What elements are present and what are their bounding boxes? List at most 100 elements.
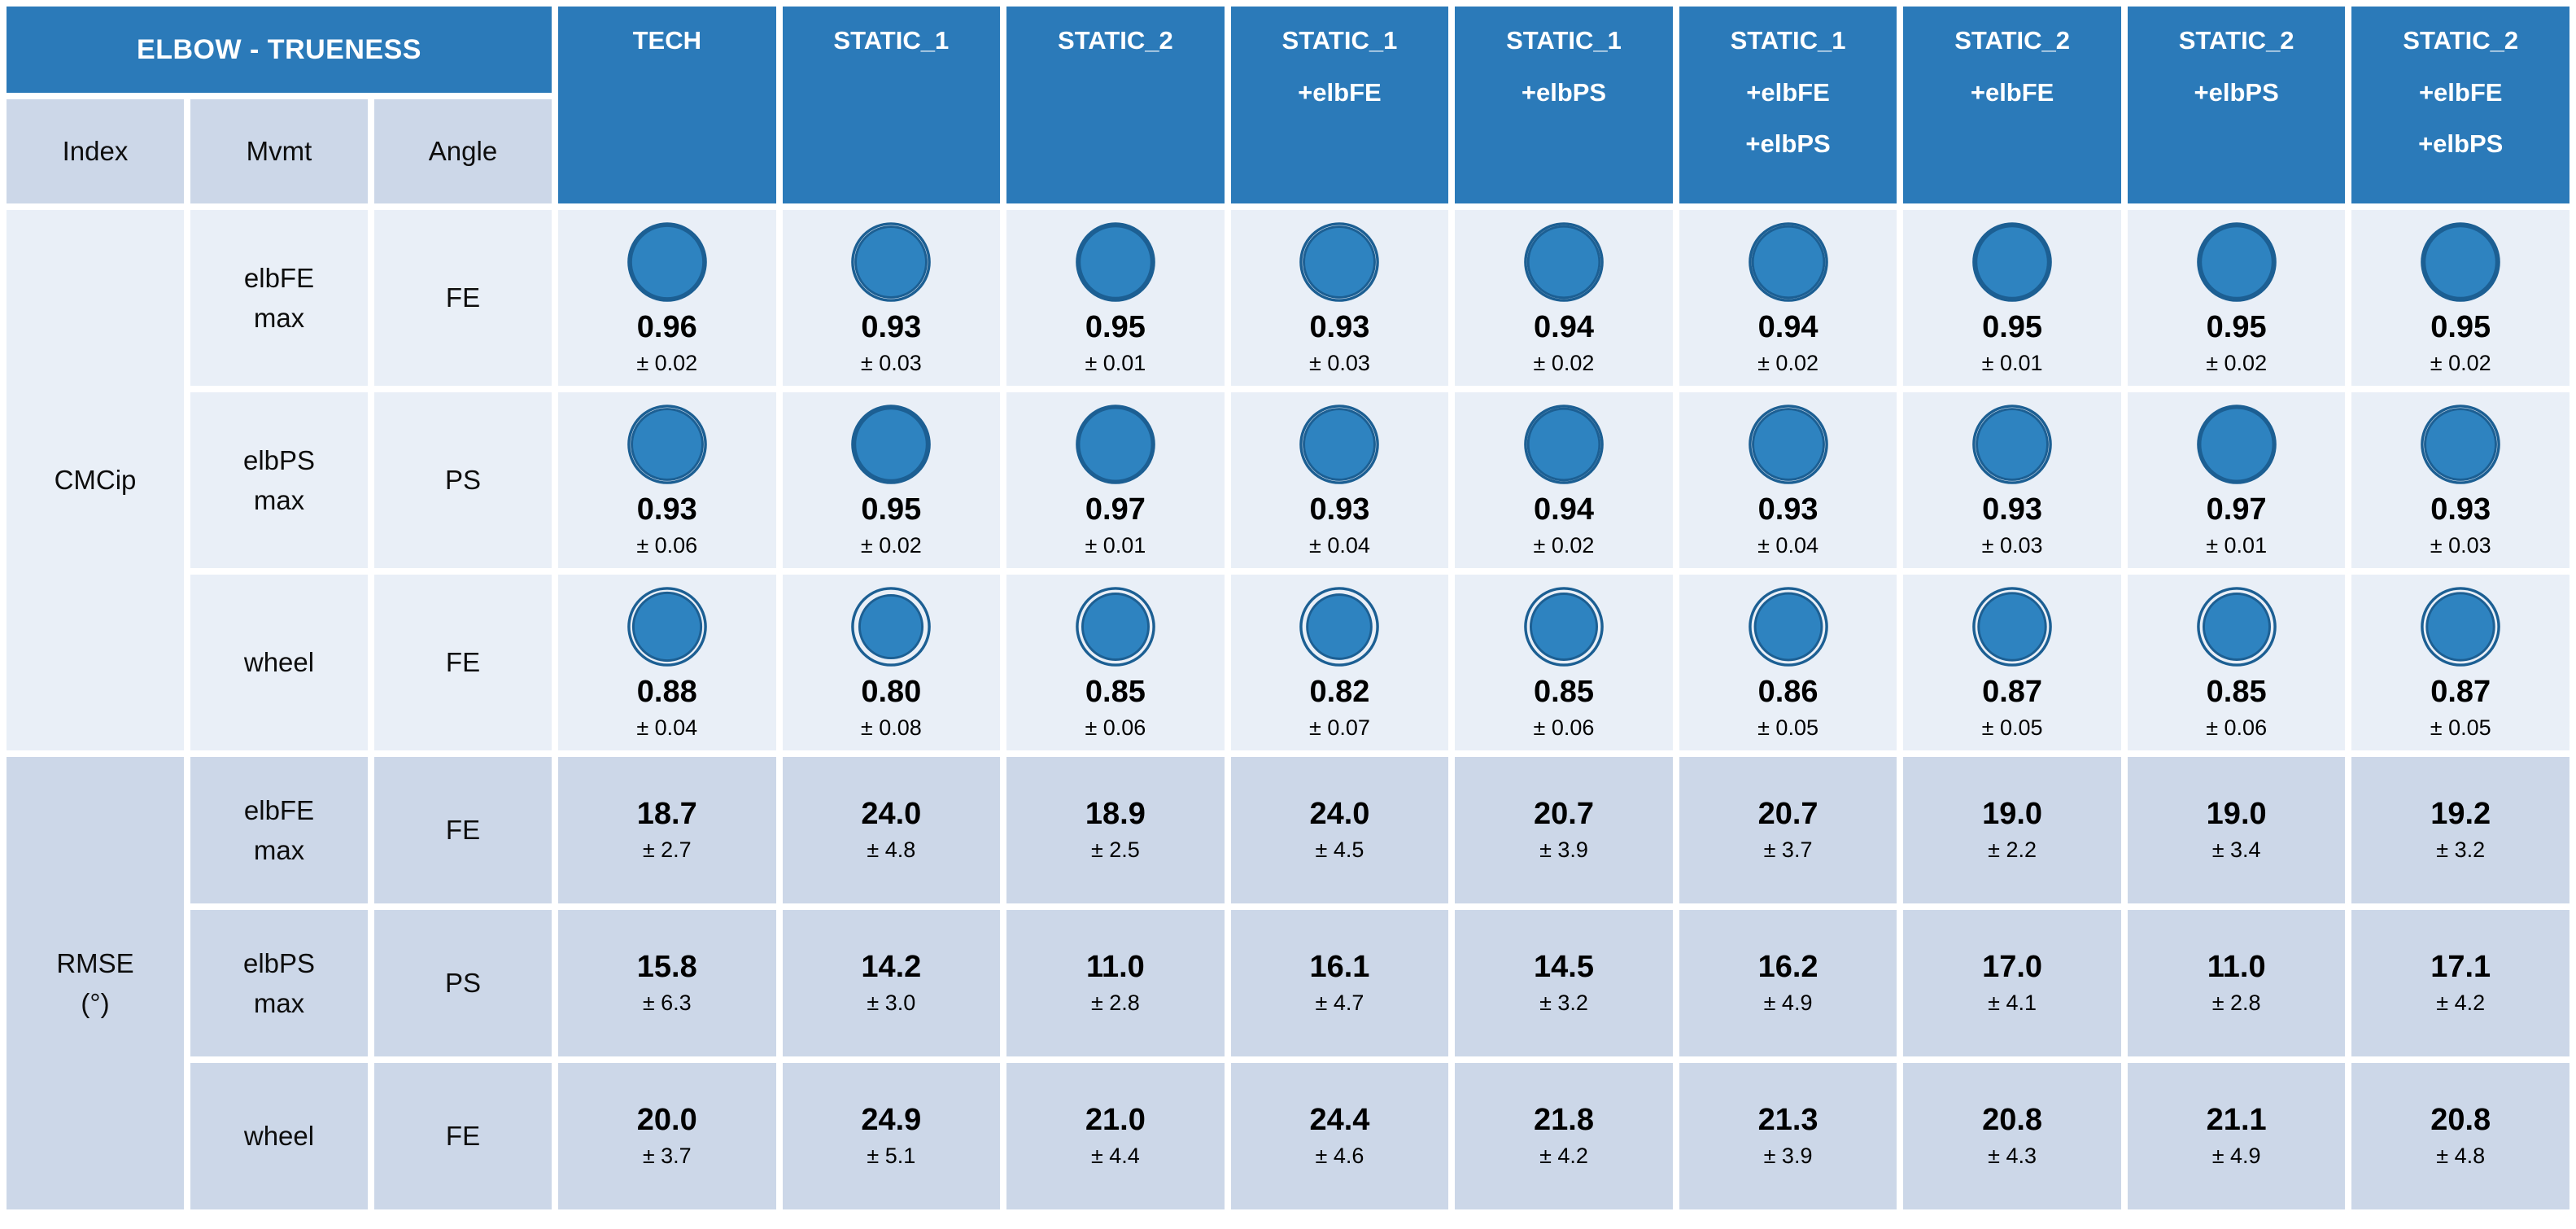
cmc-cell: 0.80 ± 0.08 bbox=[782, 575, 1001, 750]
sd-value: ± 0.01 bbox=[1085, 532, 1146, 558]
value: 24.0 bbox=[861, 797, 922, 832]
column-header: STATIC_2 +elbFE +elbPS bbox=[2351, 7, 2569, 203]
rmse-cell: 11.0 ± 2.8 bbox=[2127, 910, 2346, 1056]
value: 0.82 bbox=[1309, 675, 1370, 709]
angle-label: FE bbox=[374, 210, 552, 386]
value: 20.8 bbox=[2430, 1103, 2491, 1138]
sd-value: ± 4.3 bbox=[1988, 1144, 2037, 1169]
value: 11.0 bbox=[2207, 950, 2266, 985]
value: 0.95 bbox=[1085, 310, 1146, 344]
cmc-circle-icon bbox=[2196, 587, 2277, 667]
angle-label: FE bbox=[374, 1063, 552, 1209]
cmc-cell: 0.85 ± 0.06 bbox=[1006, 575, 1225, 750]
rmse-cell: 18.7 ± 2.7 bbox=[558, 757, 776, 903]
sd-value: ± 4.5 bbox=[1315, 838, 1364, 863]
mvmt-label: wheel bbox=[190, 575, 368, 750]
value: 21.8 bbox=[1534, 1103, 1594, 1138]
value: 14.2 bbox=[861, 950, 922, 985]
column-group-header-index: Index bbox=[7, 99, 184, 203]
sd-value: ± 4.7 bbox=[1315, 991, 1364, 1016]
value: 0.87 bbox=[2430, 675, 2491, 709]
value: 16.1 bbox=[1309, 950, 1370, 985]
cmc-circle-icon bbox=[627, 587, 707, 667]
cmc-cell: 0.86 ± 0.05 bbox=[1679, 575, 1897, 750]
cmc-cell: 0.95 ± 0.02 bbox=[782, 392, 1001, 568]
cmc-circle-icon bbox=[851, 222, 932, 302]
sd-value: ± 0.02 bbox=[860, 532, 922, 558]
sd-value: ± 3.2 bbox=[2436, 838, 2486, 863]
column-header: STATIC_2 +elbPS bbox=[2127, 7, 2346, 203]
cmc-cell: 0.95 ± 0.01 bbox=[1903, 210, 2121, 386]
sd-value: ± 2.5 bbox=[1090, 838, 1140, 863]
cmc-circle-icon bbox=[1299, 222, 1380, 302]
rmse-cell: 19.0 ± 2.2 bbox=[1903, 757, 2121, 903]
rmse-cell: 24.4 ± 4.6 bbox=[1230, 1063, 1449, 1209]
cmc-cell: 0.93 ± 0.03 bbox=[782, 210, 1001, 386]
sd-value: ± 2.7 bbox=[642, 838, 692, 863]
value: 0.93 bbox=[2430, 492, 2491, 527]
mvmt-label: elbPS max bbox=[190, 910, 368, 1056]
rmse-cell: 16.2 ± 4.9 bbox=[1679, 910, 1897, 1056]
cmc-cell: 0.85 ± 0.06 bbox=[1455, 575, 1673, 750]
sd-value: ± 0.08 bbox=[860, 715, 922, 740]
column-header: STATIC_1 +elbPS bbox=[1455, 7, 1673, 203]
sd-value: ± 3.9 bbox=[1763, 1144, 1813, 1169]
value: 0.95 bbox=[2206, 310, 2267, 344]
rmse-cell: 20.8 ± 4.8 bbox=[2351, 1063, 2569, 1209]
sd-value: ± 0.07 bbox=[1309, 715, 1370, 740]
cmc-circle-icon bbox=[627, 405, 707, 484]
value: 0.88 bbox=[636, 675, 697, 709]
cmc-circle-icon bbox=[1972, 587, 2052, 667]
sd-value: ± 4.8 bbox=[2436, 1144, 2486, 1169]
sd-value: ± 0.01 bbox=[1981, 350, 2043, 375]
cmc-cell: 0.93 ± 0.03 bbox=[2351, 392, 2569, 568]
column-group-header-angle: Angle bbox=[374, 99, 552, 203]
sd-value: ± 0.03 bbox=[860, 350, 922, 375]
rmse-cell: 15.8 ± 6.3 bbox=[558, 910, 776, 1056]
cmc-circle-icon bbox=[1299, 405, 1380, 484]
sd-value: ± 3.4 bbox=[2211, 838, 2261, 863]
sd-value: ± 0.05 bbox=[1981, 715, 2043, 740]
index-group-cmcip: CMCip bbox=[7, 210, 184, 750]
rmse-cell: 20.7 ± 3.7 bbox=[1679, 757, 1897, 903]
cmc-circle-icon bbox=[2196, 405, 2277, 484]
cmc-circle-icon bbox=[1972, 405, 2052, 484]
sd-value: ± 0.06 bbox=[2206, 715, 2268, 740]
cmc-circle-icon bbox=[2421, 222, 2501, 302]
cmc-cell: 0.85 ± 0.06 bbox=[2127, 575, 2346, 750]
value: 20.7 bbox=[1757, 797, 1818, 832]
sd-value: ± 0.04 bbox=[1757, 532, 1818, 558]
cmc-cell: 0.87 ± 0.05 bbox=[2351, 575, 2569, 750]
value: 0.96 bbox=[636, 310, 697, 344]
value: 11.0 bbox=[1085, 950, 1145, 985]
value: 0.95 bbox=[861, 492, 922, 527]
sd-value: ± 3.7 bbox=[1763, 838, 1813, 863]
sd-value: ± 0.02 bbox=[2206, 350, 2268, 375]
cmc-cell: 0.87 ± 0.05 bbox=[1903, 575, 2121, 750]
value: 0.95 bbox=[2430, 310, 2491, 344]
sd-value: ± 0.05 bbox=[1757, 715, 1818, 740]
value: 0.97 bbox=[1085, 492, 1146, 527]
sd-value: ± 0.06 bbox=[1533, 715, 1595, 740]
sd-value: ± 3.7 bbox=[642, 1144, 692, 1169]
cmc-circle-icon bbox=[2421, 405, 2501, 484]
column-header: STATIC_1 bbox=[782, 7, 1001, 203]
value: 0.97 bbox=[2206, 492, 2267, 527]
angle-label: PS bbox=[374, 910, 552, 1056]
angle-label: PS bbox=[374, 392, 552, 568]
sd-value: ± 0.03 bbox=[1981, 532, 2043, 558]
value: 0.85 bbox=[1085, 675, 1146, 709]
cmc-cell: 0.82 ± 0.07 bbox=[1230, 575, 1449, 750]
value: 0.93 bbox=[1309, 492, 1370, 527]
value: 0.93 bbox=[1982, 492, 2043, 527]
value: 16.2 bbox=[1757, 950, 1818, 985]
mvmt-label: wheel bbox=[190, 1063, 368, 1209]
sd-value: ± 0.02 bbox=[636, 350, 698, 375]
column-header: STATIC_1 +elbFE +elbPS bbox=[1679, 7, 1897, 203]
value: 24.9 bbox=[861, 1103, 922, 1138]
value: 17.0 bbox=[1982, 950, 2043, 985]
cmc-cell: 0.95 ± 0.02 bbox=[2351, 210, 2569, 386]
column-group-header-mvmt: Mvmt bbox=[190, 99, 368, 203]
cmc-circle-icon bbox=[1076, 222, 1155, 302]
